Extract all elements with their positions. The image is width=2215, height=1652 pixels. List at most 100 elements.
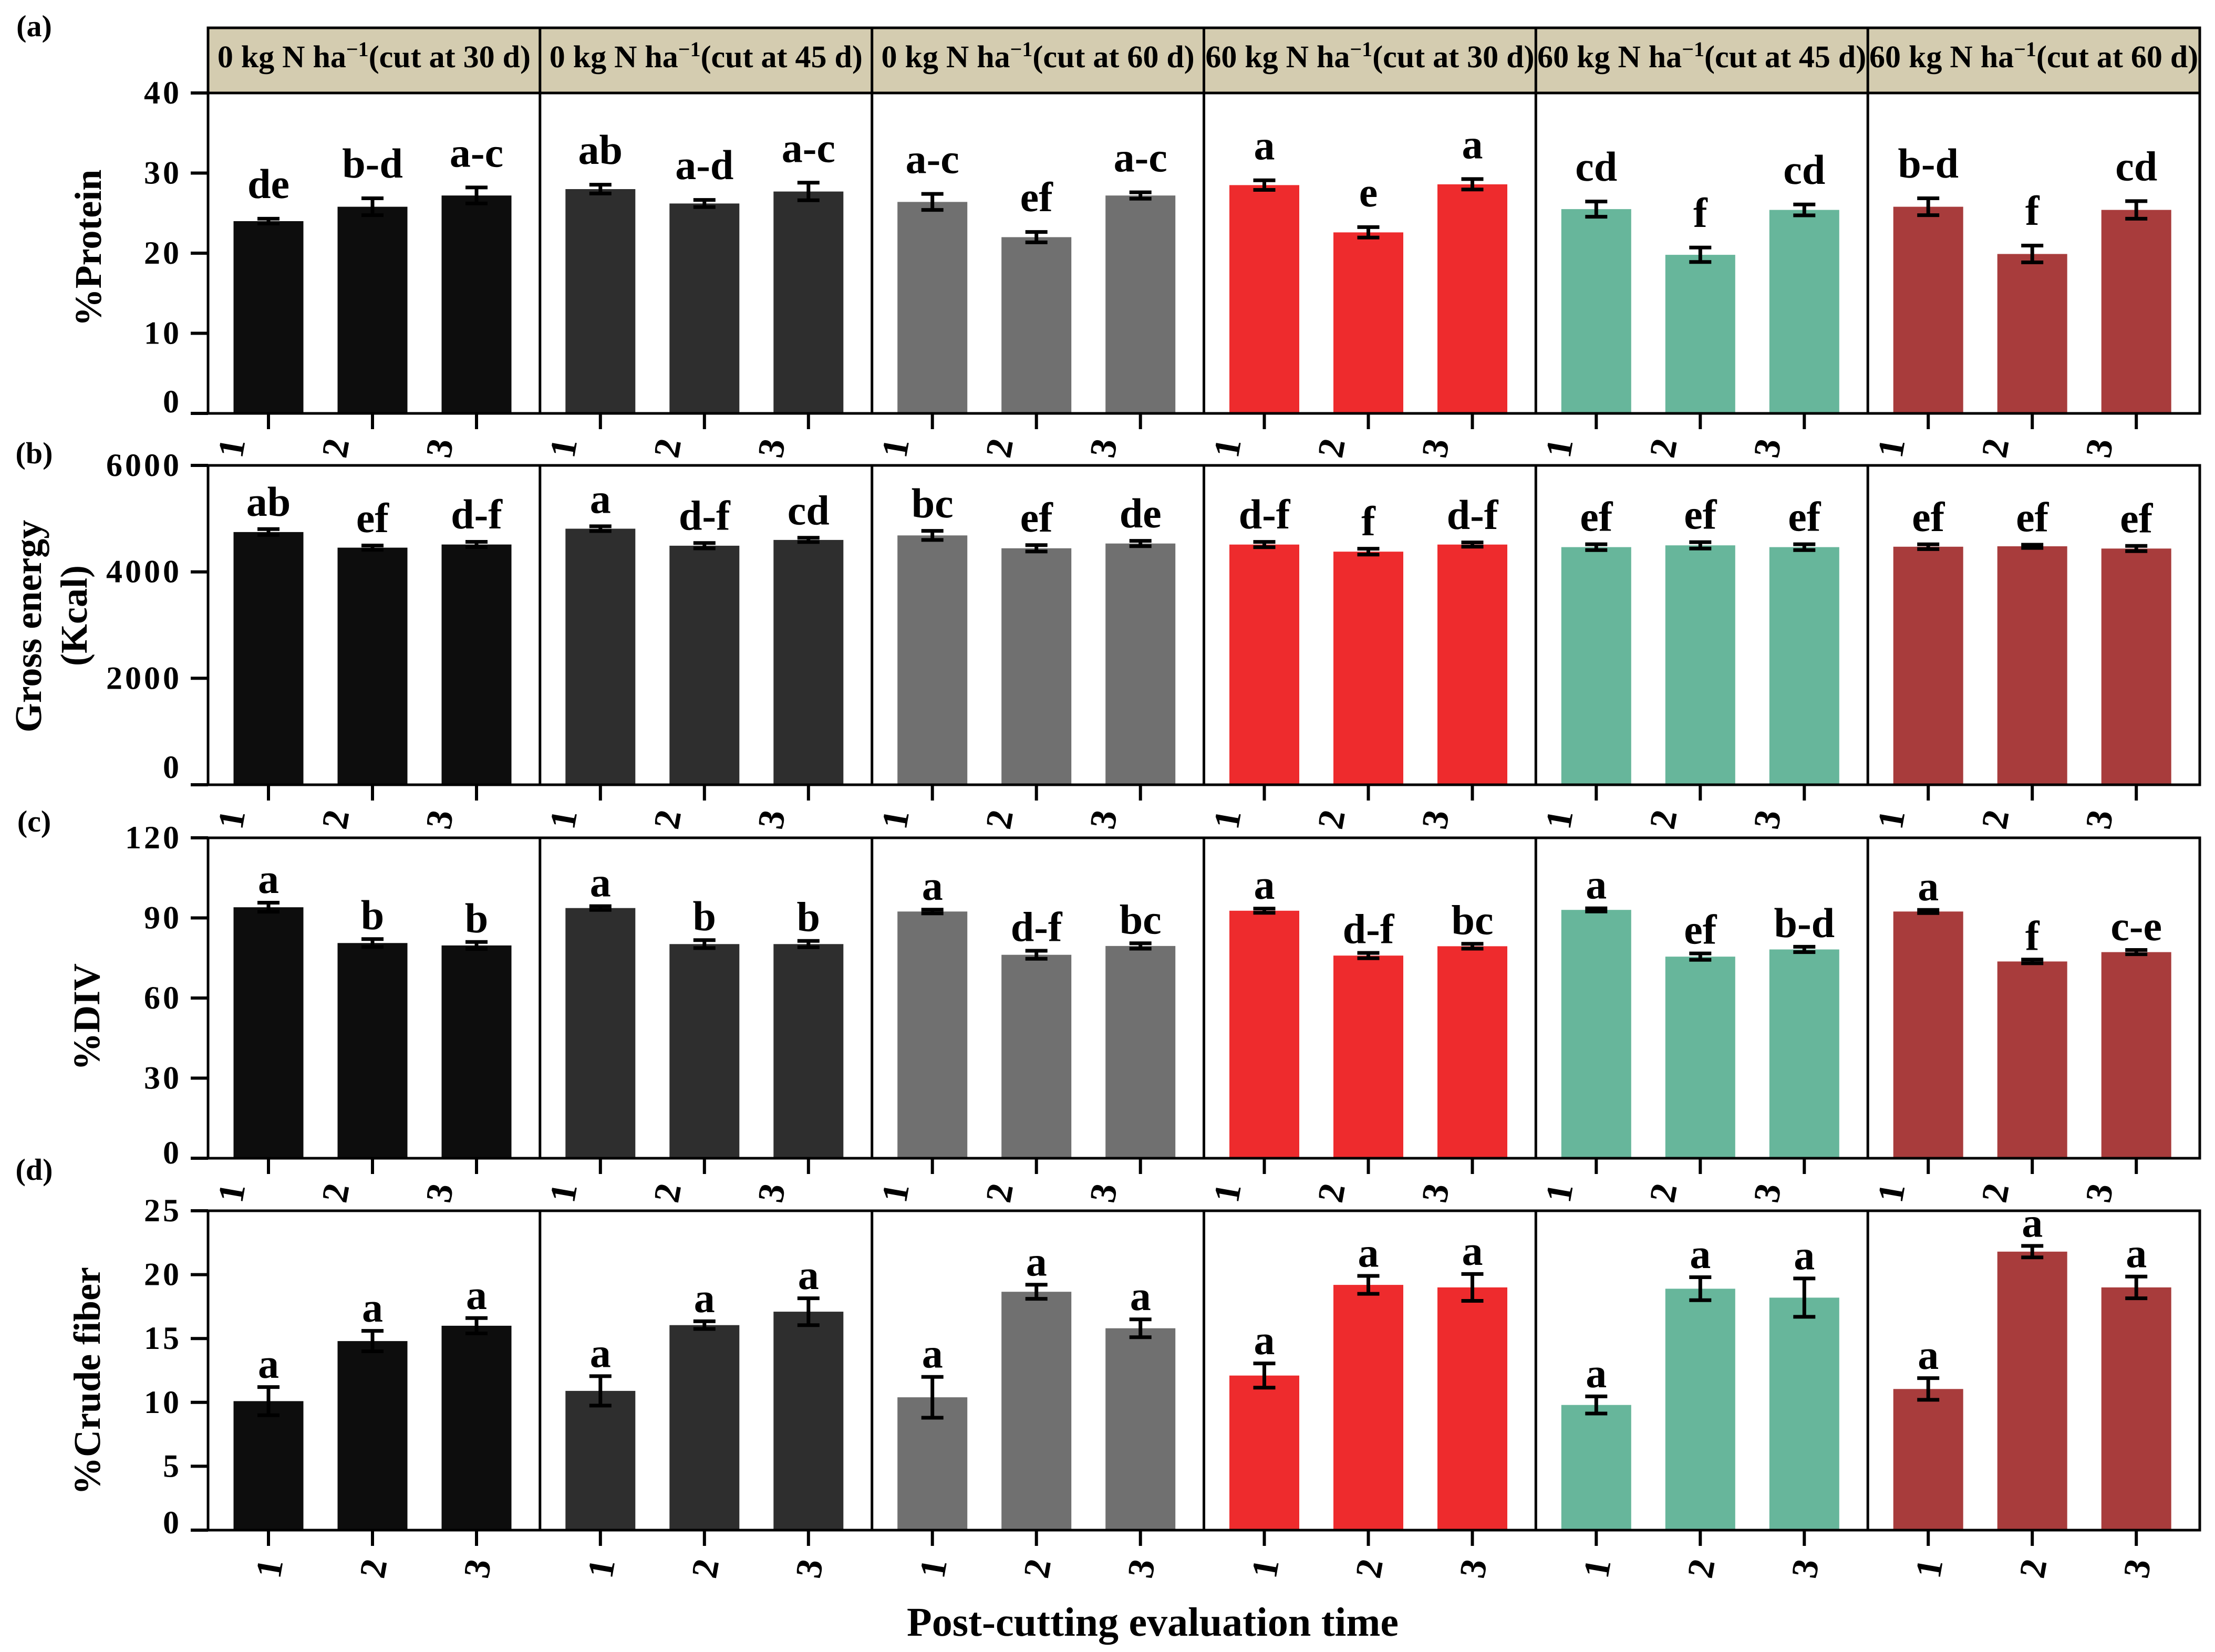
svg-text:ef: ef (1684, 492, 1717, 538)
svg-text:a: a (362, 1285, 383, 1331)
svg-text:%DIV: %DIV (66, 963, 108, 1071)
svg-text:5: 5 (163, 1448, 182, 1484)
svg-text:a: a (1462, 121, 1483, 168)
svg-text:a: a (2126, 1231, 2147, 1277)
svg-text:0 kg N ha−1(cut at 30 d): 0 kg N ha−1(cut at 30 d) (218, 37, 531, 75)
svg-text:a: a (1254, 1317, 1275, 1364)
svg-text:cd: cd (788, 487, 830, 534)
svg-text:%Crude fiber: %Crude fiber (66, 1267, 108, 1495)
svg-text:a: a (798, 1252, 819, 1298)
svg-text:60 kg N ha−1(cut at 45 d): 60 kg N ha−1(cut at 45 d) (1537, 37, 1866, 75)
svg-text:Post-cutting evaluation time: Post-cutting evaluation time (907, 1599, 1399, 1645)
svg-text:a: a (1586, 1350, 1607, 1397)
svg-text:4000: 4000 (106, 554, 182, 590)
svg-text:a: a (1026, 1239, 1047, 1285)
svg-text:25: 25 (144, 1193, 182, 1229)
svg-text:(a): (a) (16, 9, 52, 43)
svg-text:(Kcal): (Kcal) (53, 565, 95, 666)
svg-text:bc: bc (1120, 897, 1162, 943)
svg-text:ef: ef (1912, 494, 1945, 541)
svg-text:0: 0 (163, 1135, 182, 1171)
svg-text:Gross energy: Gross energy (7, 520, 49, 733)
svg-text:ef: ef (1684, 907, 1717, 953)
svg-text:30: 30 (144, 1061, 182, 1096)
svg-text:60: 60 (144, 980, 182, 1016)
svg-text:ef: ef (1020, 174, 1054, 221)
svg-text:de: de (247, 161, 289, 207)
svg-text:90: 90 (144, 900, 182, 936)
svg-text:0 kg N ha−1(cut at 45 d): 0 kg N ha−1(cut at 45 d) (550, 37, 863, 75)
svg-text:d-f: d-f (1343, 907, 1395, 953)
svg-text:cd: cd (1575, 144, 1617, 190)
svg-text:a: a (1690, 1231, 1711, 1277)
svg-text:a: a (1462, 1228, 1483, 1274)
svg-text:20: 20 (144, 1257, 182, 1293)
svg-text:ef: ef (1580, 494, 1613, 541)
svg-text:ef: ef (1788, 494, 1821, 541)
svg-text:a: a (590, 476, 611, 522)
svg-text:cd: cd (1783, 147, 1825, 193)
svg-text:cd: cd (2115, 143, 2157, 190)
svg-text:ef: ef (356, 495, 390, 542)
svg-text:ab: ab (246, 479, 291, 525)
svg-text:f: f (2025, 188, 2040, 234)
svg-text:(d): (d) (16, 1152, 53, 1187)
svg-text:a: a (922, 863, 943, 909)
svg-text:a: a (258, 1341, 279, 1387)
svg-text:de: de (1120, 491, 1162, 537)
svg-text:f: f (2025, 913, 2040, 959)
svg-text:b-d: b-d (1774, 900, 1835, 947)
svg-text:a-c: a-c (450, 130, 503, 176)
svg-text:d-f: d-f (1011, 905, 1063, 951)
svg-text:a: a (466, 1272, 487, 1318)
svg-text:2000: 2000 (106, 660, 182, 696)
svg-text:a: a (1918, 864, 1939, 910)
svg-text:d-f: d-f (1447, 492, 1499, 538)
svg-text:(c): (c) (17, 804, 51, 838)
svg-text:b: b (797, 895, 821, 941)
svg-text:b-d: b-d (342, 141, 403, 187)
svg-text:f: f (1361, 498, 1376, 545)
svg-text:c-e: c-e (2110, 903, 2162, 950)
svg-text:10: 10 (144, 1385, 182, 1420)
svg-text:30: 30 (144, 155, 182, 191)
svg-text:a: a (590, 1330, 611, 1376)
svg-text:b: b (361, 892, 385, 939)
svg-text:a: a (922, 1331, 943, 1377)
svg-text:%Protein: %Protein (67, 170, 109, 327)
svg-text:b: b (465, 896, 489, 942)
svg-text:60 kg N ha−1(cut at 60 d): 60 kg N ha−1(cut at 60 d) (1869, 37, 2198, 75)
svg-text:a: a (1254, 123, 1275, 169)
svg-text:15: 15 (144, 1321, 182, 1356)
svg-text:a: a (2022, 1200, 2043, 1246)
svg-text:a: a (1130, 1273, 1151, 1319)
svg-text:0: 0 (163, 1505, 182, 1541)
svg-text:d-f: d-f (679, 493, 731, 539)
svg-text:a: a (1358, 1230, 1379, 1276)
svg-text:a: a (1586, 862, 1607, 908)
svg-text:d-f: d-f (451, 492, 503, 538)
svg-text:bc: bc (912, 481, 954, 527)
svg-text:(b): (b) (16, 436, 53, 470)
svg-text:a: a (1918, 1332, 1939, 1378)
svg-text:b: b (693, 893, 717, 940)
svg-text:b-d: b-d (1898, 141, 1959, 187)
svg-text:a: a (258, 856, 279, 902)
svg-text:0: 0 (163, 384, 182, 420)
svg-text:0: 0 (163, 750, 182, 785)
svg-text:ef: ef (1020, 495, 1054, 541)
svg-text:ab: ab (578, 127, 623, 173)
svg-text:e: e (1359, 170, 1378, 216)
svg-text:f: f (1693, 190, 1708, 236)
svg-text:d-f: d-f (1239, 492, 1291, 538)
svg-text:a: a (1254, 862, 1275, 908)
svg-text:a-c: a-c (906, 137, 959, 183)
svg-text:40: 40 (144, 75, 182, 111)
svg-text:a-d: a-d (675, 142, 733, 189)
svg-text:20: 20 (144, 235, 182, 271)
svg-text:6000: 6000 (106, 448, 182, 483)
svg-text:a: a (694, 1275, 715, 1322)
svg-text:bc: bc (1452, 897, 1494, 943)
svg-text:a: a (1794, 1232, 1815, 1279)
svg-text:10: 10 (144, 316, 182, 351)
